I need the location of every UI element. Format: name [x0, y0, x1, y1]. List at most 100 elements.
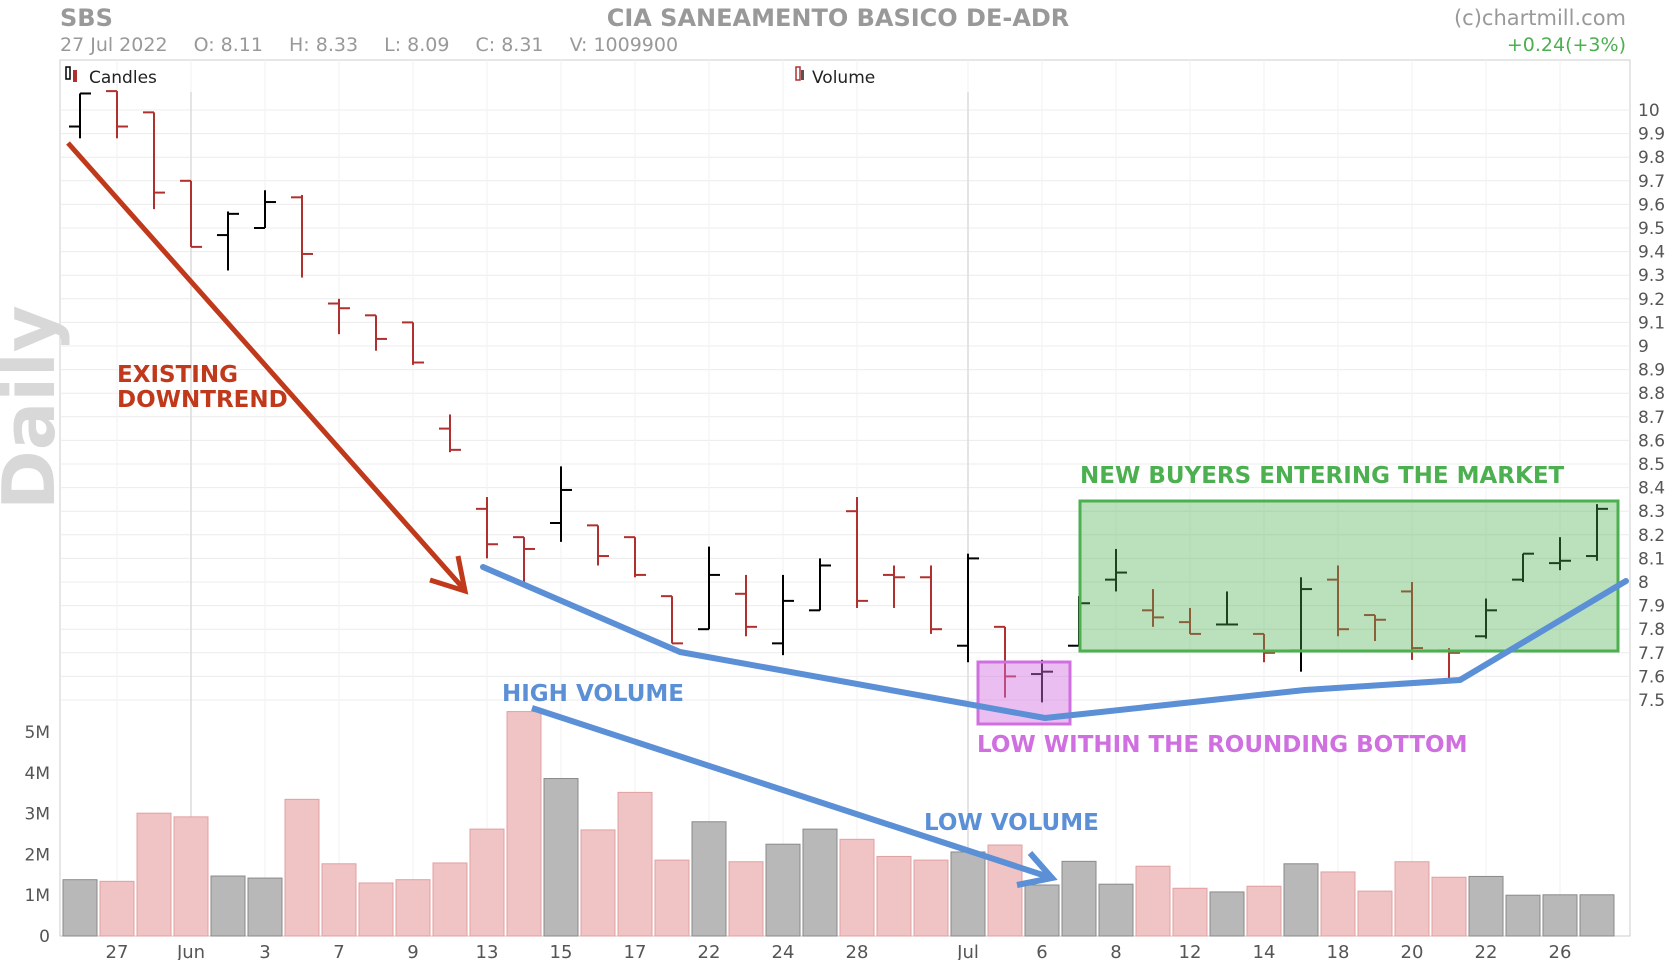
price-tick-label: 8.2	[1638, 526, 1665, 546]
ohlc-bar	[402, 321, 424, 365]
ohlc-bar	[883, 565, 905, 608]
ohlc-bar	[328, 298, 350, 335]
price-tick-label: 9	[1638, 337, 1649, 357]
ohlc-bar	[254, 190, 276, 229]
price-tick-label: 8.4	[1638, 479, 1665, 499]
low-value: L: 8.09	[384, 34, 450, 56]
ohlc-bar	[180, 179, 202, 248]
date-tick-label: Jun	[176, 942, 205, 960]
volume-bar	[1579, 894, 1615, 937]
price-tick-label: 7.9	[1638, 597, 1665, 617]
volume-bar	[1394, 861, 1430, 937]
price-tick-label: 8.9	[1638, 361, 1665, 381]
ohlc-bar	[587, 524, 609, 566]
date-tick-label: 15	[550, 942, 573, 960]
volume-bar	[1024, 884, 1060, 937]
volume-bar	[1172, 887, 1208, 937]
volume-bar	[950, 851, 986, 937]
date-tick-label: 26	[1549, 942, 1572, 960]
open-value: O: 8.11	[193, 34, 263, 56]
volume-bar	[62, 879, 98, 937]
ohlc-bar	[698, 546, 720, 631]
ohlc-bar	[106, 90, 128, 139]
high-volume-label: HIGH VOLUME	[502, 681, 684, 707]
volume-bar	[913, 859, 949, 937]
volume-bar	[876, 855, 912, 937]
ohlc-bar	[1512, 552, 1534, 582]
volume-bar	[1431, 876, 1467, 937]
ohlc-bar	[1401, 582, 1423, 660]
date-tick-label: 12	[1179, 942, 1202, 960]
volume-bar	[173, 816, 209, 937]
ticker-symbol: SBS	[60, 4, 113, 32]
company-name: CIA SANEAMENTO BASICO DE-ADR	[606, 4, 1070, 32]
date-tick-label: 20	[1401, 942, 1424, 960]
volume-bar	[543, 778, 579, 937]
price-tick-label: 7.6	[1638, 667, 1665, 687]
date-tick-label: 24	[772, 942, 795, 960]
price-change: +0.24(+3%)	[1506, 34, 1626, 56]
ohlc-bar	[365, 314, 387, 351]
ohlc-bar	[809, 558, 831, 612]
price-tick-label: 10	[1638, 101, 1660, 121]
price-tick-label: 8	[1638, 573, 1649, 593]
volume-bar	[654, 859, 690, 937]
volume-bar	[1320, 871, 1356, 937]
ohlc-bar	[1031, 659, 1053, 703]
legend-volume-label: Volume	[812, 68, 875, 88]
volume-axis: 5M 4M 3M 2M 1M 0	[25, 723, 50, 947]
chartmill-credit: (c)chartmill.com	[1453, 6, 1626, 30]
price-tick-label: 8.7	[1638, 408, 1665, 428]
volume-bar	[691, 821, 727, 937]
price-tick-label: 9.2	[1638, 290, 1665, 310]
volume-bar	[136, 812, 172, 937]
volume-bar	[1209, 891, 1245, 937]
ohlc-bar	[1105, 548, 1127, 592]
volume-tick-label: 2M	[25, 845, 50, 865]
date-tick-label: Jul	[956, 942, 979, 960]
date-tick-label: 8	[1110, 942, 1121, 960]
ohlc-bar	[1253, 632, 1275, 663]
ohlc-bar	[69, 92, 91, 139]
ohlc-bar	[624, 536, 646, 578]
volume-tick-label: 1M	[25, 886, 50, 906]
price-tick-label: 9.3	[1638, 266, 1665, 286]
ohlc-bar	[476, 497, 498, 559]
price-axis: 10 9.9 9.8 9.7 9.6 9.5 9.4 9.3 9.2 9.1 9 8.9 8.8 8.7 8…	[1638, 101, 1665, 711]
ohlc-bar	[1549, 537, 1571, 571]
volume-bar	[469, 828, 505, 937]
legend-candles-label: Candles	[89, 68, 157, 88]
volume-bar	[1357, 890, 1393, 937]
ohlc-bar	[846, 497, 868, 608]
volume-bar	[1542, 894, 1578, 937]
price-tick-label: 9.6	[1638, 195, 1665, 215]
volume-bar	[247, 877, 283, 937]
volume-bar	[765, 843, 801, 937]
date-tick-label: 6	[1036, 942, 1047, 960]
date-axis: 27 Jun 3 7 9 13 15 17 22 24 28 Jul 6 8 12 14 18 20 22 26	[106, 942, 1572, 960]
volume-bar	[1135, 865, 1171, 937]
volume-bar	[358, 882, 394, 937]
ohlc-bar	[735, 574, 757, 637]
volume-bar	[839, 838, 875, 937]
price-tick-label: 9.1	[1638, 313, 1665, 333]
ohlc-bar	[1216, 591, 1238, 626]
ohlc-bar	[550, 466, 572, 542]
date-tick-label: 3	[259, 942, 270, 960]
daily-watermark: Daily	[0, 305, 71, 510]
ohlc-bar	[1142, 589, 1164, 627]
rounding-bottom-low-label: LOW WITHIN THE ROUNDING BOTTOM	[977, 732, 1468, 758]
price-tick-label: 9.7	[1638, 172, 1665, 192]
date-tick-label: 7	[333, 942, 344, 960]
volume-decline-arrow	[531, 705, 1058, 888]
price-tick-label: 9.9	[1638, 125, 1665, 145]
volume-bar	[395, 879, 431, 937]
ohlc-bar	[772, 574, 794, 656]
date-tick-label: 14	[1253, 942, 1276, 960]
volume-bar	[1468, 875, 1504, 937]
date-tick-label: 17	[624, 942, 647, 960]
price-tick-label: 9.8	[1638, 148, 1665, 168]
date-tick-label: 28	[846, 942, 869, 960]
volume-bar	[1246, 885, 1282, 937]
